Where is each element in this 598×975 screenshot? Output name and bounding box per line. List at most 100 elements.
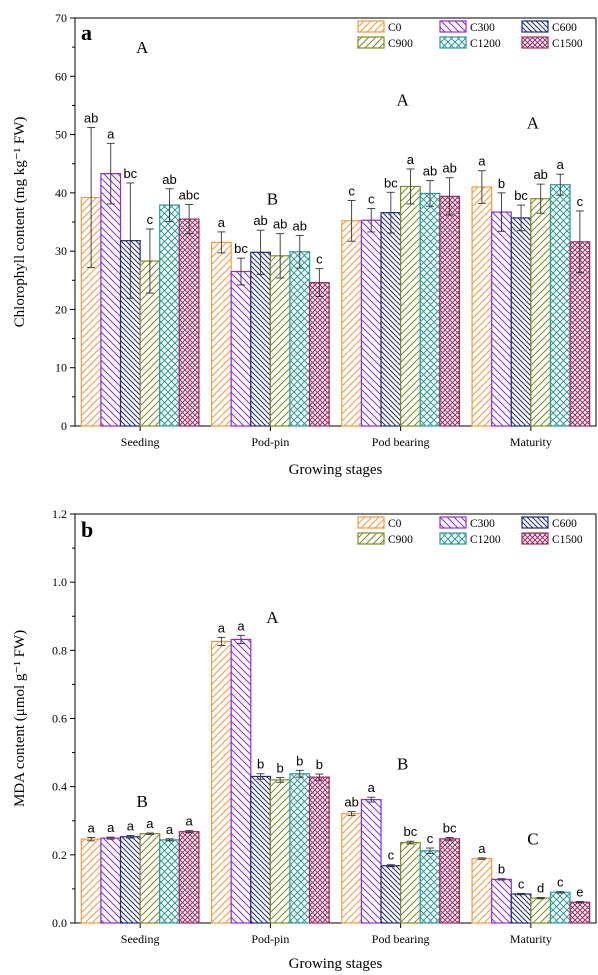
bar-c1200 [419, 192, 441, 427]
significance-label: b [316, 757, 323, 772]
x-tick-label: Pod-pin [251, 932, 289, 946]
x-tick-label: Pod-pin [251, 435, 289, 449]
bar-c900 [530, 897, 552, 924]
significance-label: c [388, 848, 395, 863]
y-tick-label: 0 [61, 419, 67, 433]
legend-label: C1200 [470, 38, 501, 50]
y-tick-label: 70 [55, 11, 67, 25]
significance-label: b [498, 862, 505, 877]
bar-c1500 [569, 901, 591, 924]
legend-label: C0 [388, 518, 402, 530]
legend-label: C1200 [470, 534, 501, 546]
significance-label: c [557, 875, 564, 890]
x-tick-label: Pod bearing [372, 435, 430, 449]
panel-letter: b [81, 517, 93, 542]
legend-label: C600 [552, 518, 577, 530]
y-tick-label: 60 [55, 69, 67, 83]
significance-label: c [348, 183, 355, 198]
significance-label: b [498, 176, 505, 191]
significance-label: ab [253, 213, 267, 228]
significance-label: ab [273, 217, 287, 232]
y-axis-title: MDA content (μmol g⁻¹ FW) [12, 630, 28, 807]
bar-c900 [139, 833, 161, 924]
significance-label: ab [162, 172, 176, 187]
significance-label: bc [234, 241, 248, 256]
significance-label: a [218, 215, 226, 230]
significance-label: c [577, 194, 584, 209]
bar-c1500 [308, 282, 330, 427]
bar-c600 [250, 775, 271, 924]
bar-c1500 [308, 776, 330, 924]
significance-label: ab [84, 111, 98, 126]
group-significance-letter: C [527, 830, 538, 849]
legend-swatch-c0 [357, 20, 385, 33]
significance-label: a [127, 818, 135, 833]
significance-label: a [166, 822, 174, 837]
y-tick-label: 50 [55, 128, 67, 142]
bar-c1500 [178, 218, 200, 427]
group-significance-letter: B [136, 792, 147, 811]
significance-label: a [368, 780, 376, 795]
bar-c0 [341, 220, 363, 427]
significance-label: a [107, 820, 115, 835]
legend-swatch-c1200 [439, 532, 467, 545]
bar-c1200 [289, 773, 311, 924]
bar-c0 [471, 186, 493, 427]
x-tick-label: Seeding [121, 932, 160, 946]
significance-label: a [478, 841, 486, 856]
x-tick-label: Seeding [121, 435, 160, 449]
significance-label: ab [533, 167, 547, 182]
significance-label: a [407, 152, 415, 167]
significance-label: bc [443, 820, 457, 835]
x-tick-label: Maturity [510, 435, 552, 449]
significance-label: d [537, 880, 544, 895]
legend-swatch-c600 [521, 516, 549, 529]
legend-swatch-c1500 [521, 36, 549, 49]
bar-c1500 [439, 838, 461, 924]
y-tick-label: 0.6 [52, 712, 67, 726]
bar-c600 [510, 893, 532, 924]
bar-c1200 [419, 850, 441, 924]
significance-label: c [427, 831, 434, 846]
legend-swatch-c1200 [439, 36, 467, 49]
legend-swatch-c300 [439, 20, 467, 33]
significance-label: ab [442, 161, 456, 176]
significance-label: b [296, 753, 303, 768]
group-significance-letter: A [266, 608, 279, 627]
x-axis-title: Growing stages [289, 956, 383, 972]
y-tick-label: 10 [55, 361, 67, 375]
significance-label: a [237, 618, 245, 633]
x-tick-label: Pod bearing [372, 932, 430, 946]
bar-c600 [250, 251, 271, 427]
bar-c1200 [289, 251, 311, 427]
significance-label: ab [423, 164, 437, 179]
significance-label: e [576, 885, 583, 900]
legend-label: C1500 [552, 534, 583, 546]
bar-c1200 [159, 839, 180, 924]
legend-swatch-c1500 [521, 532, 549, 545]
significance-label: bc [384, 175, 398, 190]
bar-c1200 [549, 891, 571, 924]
legend: C0 C300 C600 C900 C1200 C1500 [357, 516, 583, 546]
y-axis-title: Chlorophyll content (mg kg⁻¹ FW) [12, 117, 28, 328]
bar-c600 [119, 836, 141, 924]
significance-label: a [186, 814, 194, 829]
legend-label: C300 [470, 518, 495, 530]
significance-label: c [316, 252, 323, 267]
bar-c0 [210, 241, 232, 427]
bar-c900 [269, 779, 291, 924]
bar-c300 [360, 219, 382, 427]
group-significance-letter: B [397, 755, 408, 774]
legend: C0 C300 C600 C900 C1200 C1500 [357, 20, 583, 50]
significance-label: a [88, 820, 96, 835]
bar-c300 [491, 211, 512, 427]
bar-c1500 [439, 195, 461, 427]
y-tick-label: 1.0 [52, 575, 67, 589]
bar-c900 [400, 841, 421, 924]
group-significance-letter: A [527, 114, 540, 133]
group-significance-letter: A [136, 38, 149, 57]
legend-swatch-c0 [357, 516, 385, 529]
significance-label: ab [344, 795, 358, 810]
